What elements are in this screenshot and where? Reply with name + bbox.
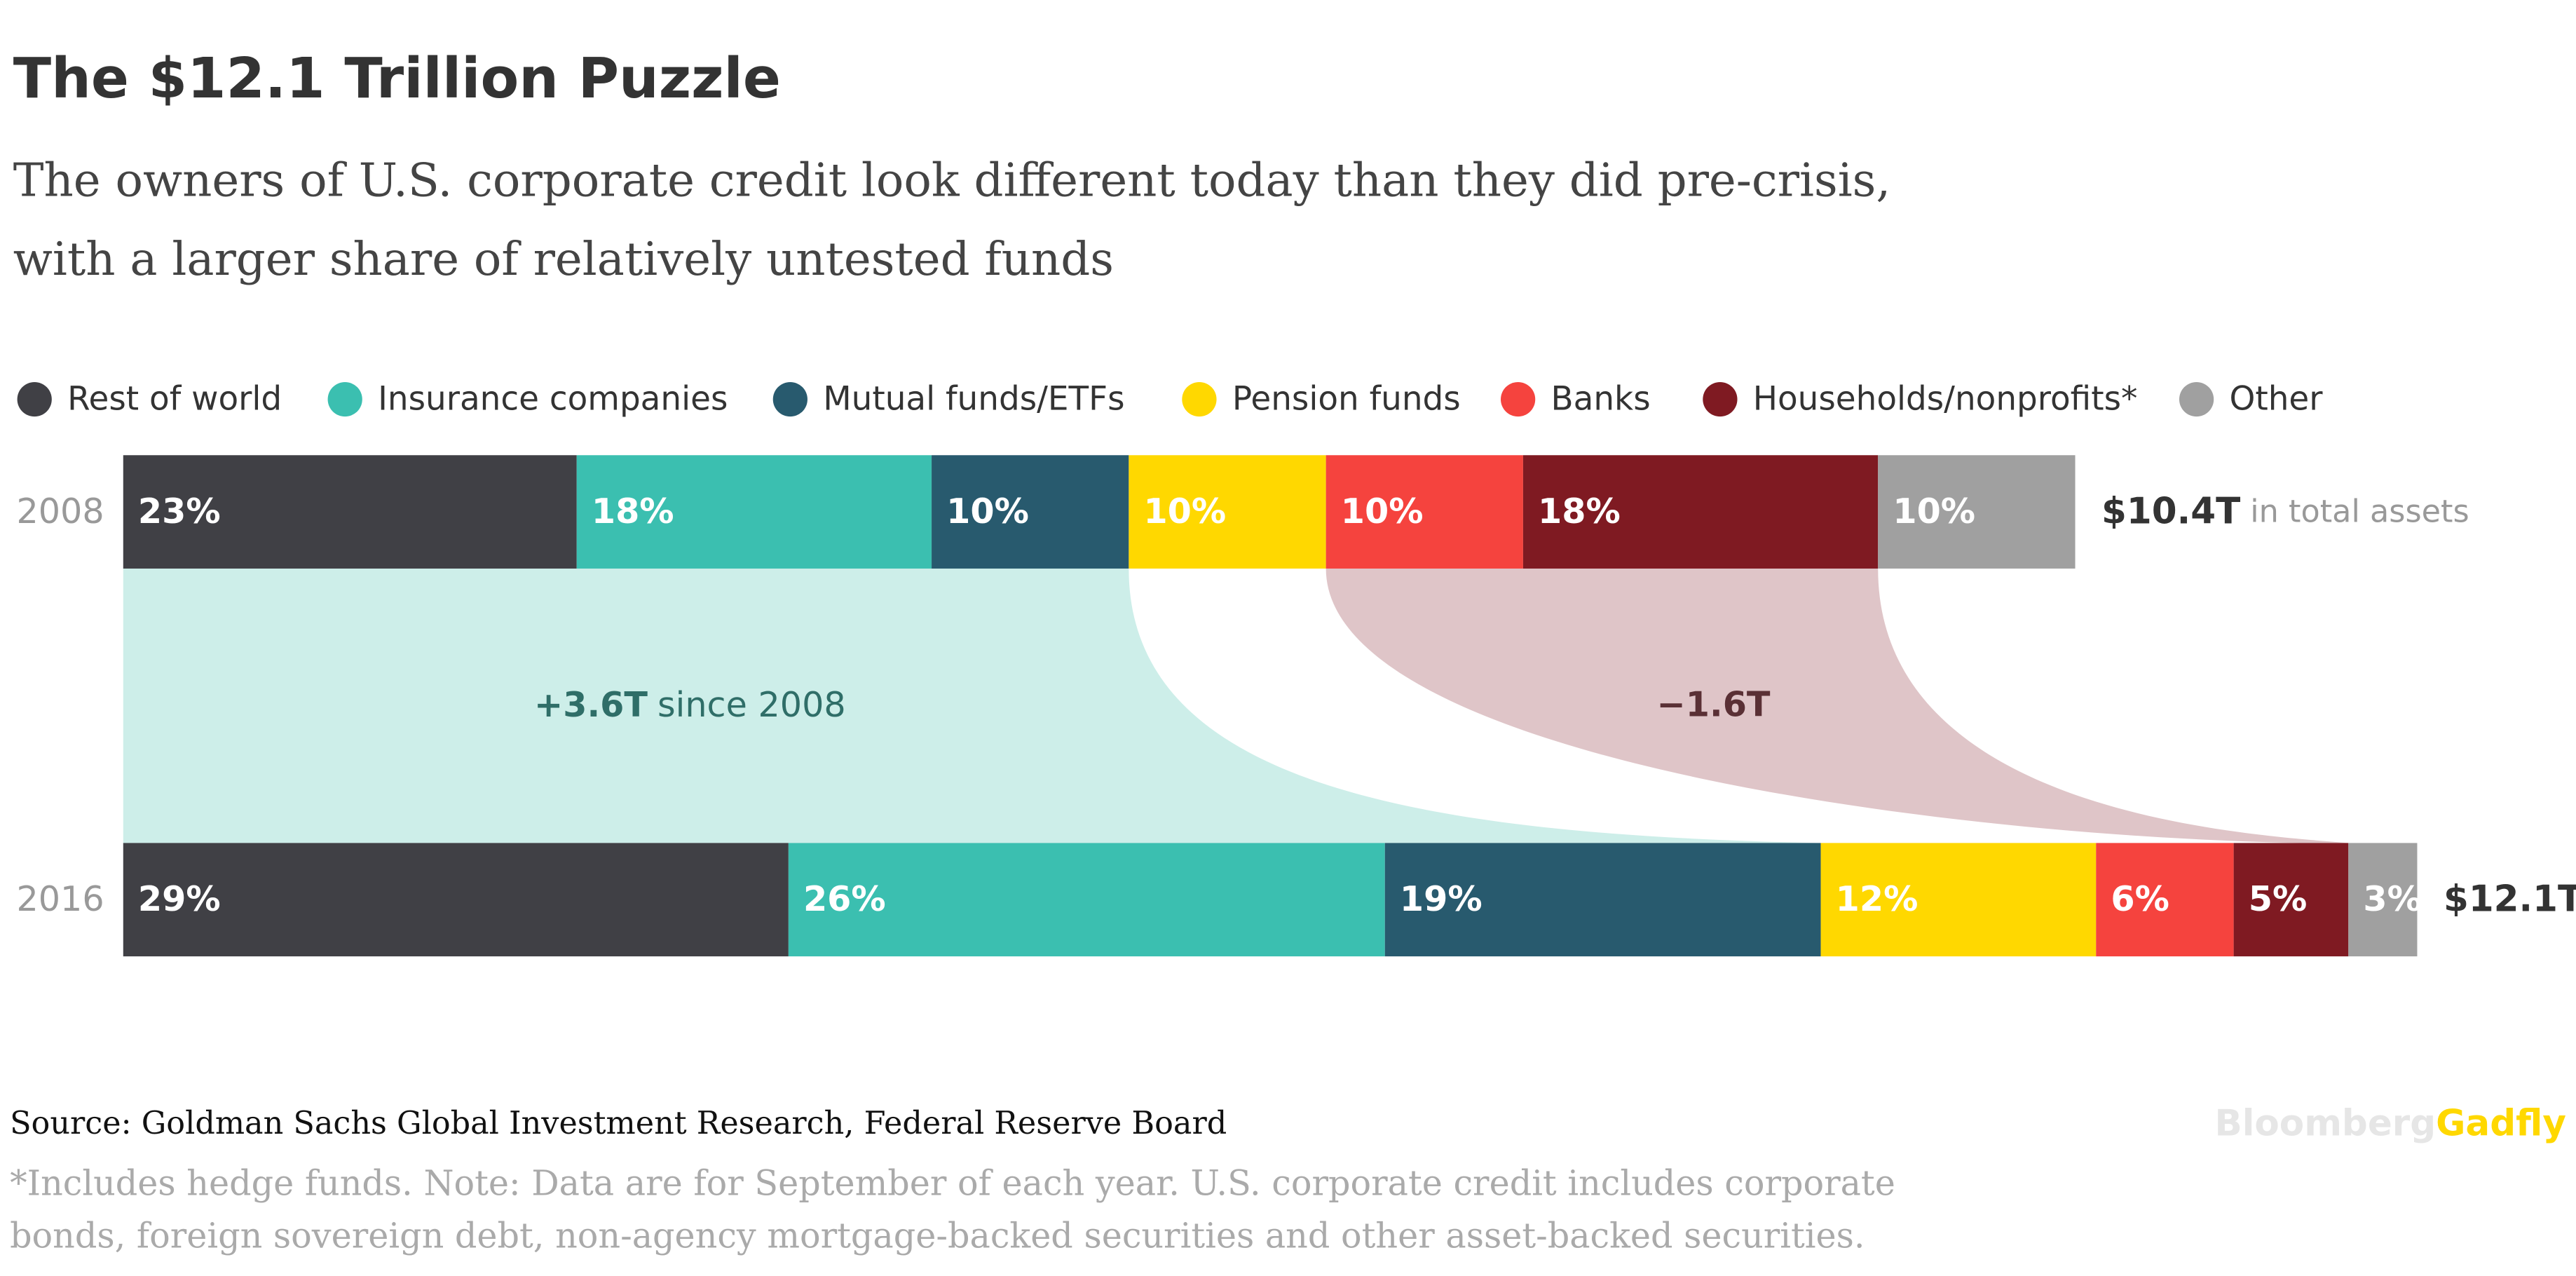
bar — [576, 455, 932, 569]
data-label: 19% — [1400, 878, 1483, 919]
brand-part: Bloomberg — [2214, 1103, 2436, 1145]
data-label: 10% — [1341, 491, 1424, 531]
bar — [1326, 455, 1523, 569]
bar — [1384, 843, 1821, 957]
bar — [1820, 843, 2097, 957]
total-label: $10.4T in total assets — [2101, 490, 2469, 532]
bar — [2348, 843, 2418, 957]
legend-swatch — [17, 381, 52, 417]
legend-swatch — [1182, 381, 1217, 417]
annotation: +3.6T since 2008 — [534, 684, 846, 724]
legend-label: Mutual funds/ETFs — [823, 379, 1124, 418]
legend-swatch — [1703, 381, 1738, 417]
data-label: 10% — [946, 491, 1029, 531]
bar — [1522, 455, 1879, 569]
chart-title: The $12.1 Trillion Puzzle — [13, 46, 781, 111]
data-label: 3% — [2363, 878, 2422, 919]
total-value: $10.4T — [2101, 490, 2240, 532]
flow-band — [123, 568, 1821, 843]
bar — [2096, 843, 2234, 957]
flow-band — [1326, 568, 2349, 843]
note: *Includes hedge funds. Note: Data are fo… — [10, 1163, 1895, 1204]
legend-swatch — [1501, 381, 1536, 417]
legend-label: Households/nonprofits* — [1753, 379, 2138, 418]
data-label: 18% — [1538, 491, 1621, 531]
legend-label: Rest of world — [67, 379, 282, 418]
data-label: 18% — [592, 491, 674, 531]
total-note: in total assets — [2250, 493, 2469, 529]
total-label: $12.1T — [2444, 878, 2576, 921]
y-tick-label: 2016 — [16, 878, 104, 919]
bar — [2233, 843, 2349, 957]
brand-part: Gadfly — [2436, 1103, 2566, 1145]
legend-label: Banks — [1551, 379, 1651, 418]
source: Source: Goldman Sachs Global Investment … — [10, 1105, 1227, 1141]
y-tick-label: 2008 — [16, 491, 104, 531]
legend-label: Insurance companies — [378, 379, 728, 418]
data-label: 10% — [1143, 491, 1226, 531]
legend-swatch — [772, 381, 807, 417]
note: bonds, foreign sovereign debt, non-agenc… — [10, 1216, 1865, 1256]
subtitle: with a larger share of relatively untest… — [13, 233, 1114, 286]
bar — [788, 843, 1385, 957]
data-label: 12% — [1836, 878, 1919, 919]
bar — [1878, 455, 2076, 569]
data-label: 29% — [138, 878, 221, 919]
annotation-text: since 2008 — [657, 684, 846, 724]
data-label: 26% — [803, 878, 886, 919]
brand: BloombergGadfly — [2214, 1103, 2566, 1145]
bar — [932, 455, 1129, 569]
bar — [1129, 455, 1326, 569]
annotation: −1.6T — [1657, 684, 1771, 724]
total-value: $12.1T — [2444, 878, 2576, 921]
legend-swatch — [2179, 381, 2214, 417]
subtitle: The owners of U.S. corporate credit look… — [13, 154, 1890, 208]
annotation-value: +3.6T — [534, 684, 648, 724]
data-label: 10% — [1893, 491, 1975, 531]
bar — [123, 843, 789, 957]
data-label: 6% — [2111, 878, 2169, 919]
legend-swatch — [327, 381, 362, 417]
legend-label: Pension funds — [1232, 379, 1461, 418]
data-label: 5% — [2249, 878, 2308, 919]
legend-label: Other — [2229, 379, 2323, 418]
bar — [123, 455, 577, 569]
data-label: 23% — [138, 491, 221, 531]
